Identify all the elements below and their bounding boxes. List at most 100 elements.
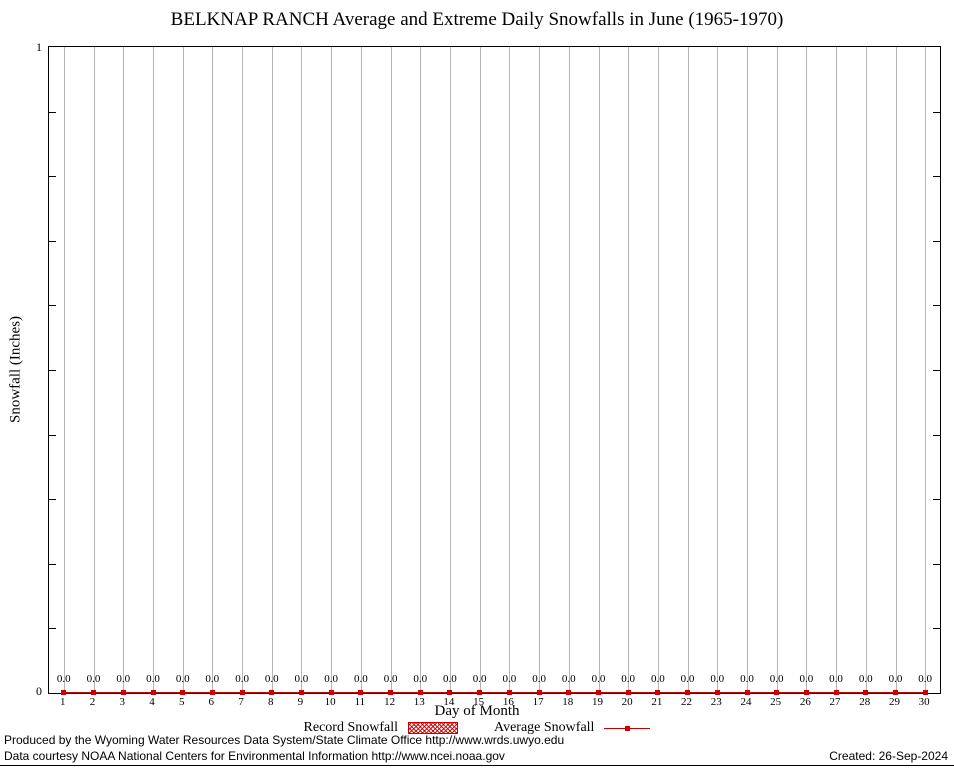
legend: Record Snowfall Average Snowfall bbox=[0, 720, 954, 736]
x-tick-label: 9 bbox=[297, 696, 304, 708]
average-snowfall-point bbox=[269, 690, 275, 695]
record-snowfall-swatch-icon bbox=[408, 722, 459, 734]
gridline bbox=[182, 47, 184, 693]
average-snowfall-point bbox=[91, 690, 96, 695]
average-snowfall-point bbox=[714, 690, 720, 695]
average-snowfall-point bbox=[477, 690, 483, 695]
x-tick-label: 12 bbox=[384, 696, 396, 708]
value-label: 0.0 bbox=[205, 673, 220, 685]
value-label: 0.0 bbox=[294, 673, 309, 685]
average-snowfall-point bbox=[833, 690, 839, 695]
gridline bbox=[806, 47, 808, 693]
average-snowfall-point bbox=[596, 690, 601, 695]
y-minor-tick bbox=[49, 434, 56, 436]
gridline bbox=[479, 47, 481, 693]
value-label: 0.0 bbox=[858, 673, 873, 685]
average-snowfall-point bbox=[417, 690, 423, 695]
value-label: 0.0 bbox=[235, 673, 249, 685]
value-label: 0.0 bbox=[888, 673, 903, 685]
average-snowfall-point bbox=[536, 690, 542, 695]
y-minor-tick bbox=[49, 240, 56, 242]
average-snowfall-point bbox=[566, 690, 572, 695]
average-snowfall-point bbox=[239, 690, 245, 695]
gridline bbox=[93, 47, 95, 693]
gridline bbox=[271, 47, 273, 693]
y-minor-tick bbox=[49, 563, 56, 565]
x-tick-label: 25 bbox=[770, 696, 782, 708]
average-snowfall-point bbox=[358, 690, 364, 695]
value-label: 0.0 bbox=[146, 673, 160, 685]
average-snowfall-point bbox=[328, 690, 334, 695]
plot-area: 0.0 0.0 0.0 0.0 0.0 0.0 0.0 0.0 0.0 0.0 0.0 0.0 0.0 0… bbox=[48, 46, 941, 695]
y-minor-tick bbox=[49, 628, 56, 630]
gridline bbox=[509, 47, 511, 693]
x-tick-label: 22 bbox=[681, 696, 692, 708]
x-tick-label: 1 bbox=[60, 696, 66, 708]
value-label: 0.0 bbox=[799, 673, 814, 685]
value-label: 0.0 bbox=[502, 673, 517, 685]
gridline bbox=[331, 47, 333, 693]
value-label: 0.0 bbox=[175, 673, 190, 685]
x-tick-label: 15 bbox=[473, 696, 485, 708]
gridline bbox=[568, 47, 570, 693]
value-label: 0.0 bbox=[710, 673, 725, 685]
footer-data-courtesy: Data courtesy NOAA National Centers for … bbox=[4, 749, 505, 763]
y-minor-tick bbox=[49, 305, 56, 307]
y-minor-tick bbox=[933, 434, 940, 436]
gridline bbox=[301, 47, 303, 693]
footer-created-date: Created: 26-Sep-2024 bbox=[829, 749, 948, 763]
gridline bbox=[212, 47, 214, 693]
gridline bbox=[657, 47, 659, 693]
value-label: 0.0 bbox=[443, 673, 457, 685]
value-label: 0.0 bbox=[383, 673, 398, 685]
average-snowfall-line bbox=[63, 692, 926, 693]
value-label: 0.0 bbox=[532, 673, 546, 685]
value-label: 0.0 bbox=[86, 673, 101, 685]
gridline bbox=[598, 47, 600, 693]
average-snowfall-point bbox=[774, 690, 780, 695]
y-minor-tick bbox=[933, 111, 940, 113]
y-tick-label-min: 0 bbox=[36, 684, 42, 698]
value-label: 0.0 bbox=[621, 673, 635, 685]
average-snowfall-point bbox=[388, 690, 394, 695]
average-snowfall-sample-icon bbox=[604, 723, 651, 734]
average-snowfall-point bbox=[150, 690, 156, 695]
average-snowfall-point bbox=[744, 690, 750, 695]
gridline bbox=[390, 47, 392, 693]
x-tick-label: 16 bbox=[502, 696, 514, 708]
average-snowfall-point bbox=[922, 690, 928, 695]
x-tick-label: 27 bbox=[829, 696, 841, 708]
x-tick-label: 23 bbox=[710, 696, 722, 708]
y-minor-tick bbox=[933, 240, 940, 242]
x-tick-label: 14 bbox=[443, 696, 455, 708]
x-tick-label: 11 bbox=[354, 696, 366, 708]
average-snowfall-point bbox=[209, 690, 215, 695]
y-minor-tick bbox=[933, 563, 940, 565]
x-tick-labels: 1 2 3 4 5 6 7 8 9 10 11 12 13 14 15 16 17 18 19 20 21 22 23 24 2… bbox=[48, 696, 939, 708]
x-tick-label: 8 bbox=[268, 696, 274, 708]
legend-label-record: Record Snowfall bbox=[303, 720, 399, 735]
bottom-rule bbox=[0, 765, 954, 766]
average-snowfall-point bbox=[655, 690, 661, 695]
y-minor-tick bbox=[933, 305, 940, 307]
value-label: 0.0 bbox=[56, 673, 71, 685]
x-tick-label: 13 bbox=[413, 696, 425, 708]
value-label: 0.0 bbox=[651, 673, 665, 685]
average-snowfall-point bbox=[803, 690, 809, 695]
value-label: 0.0 bbox=[769, 673, 784, 685]
value-label: 0.0 bbox=[591, 673, 606, 685]
x-tick-label: 6 bbox=[208, 696, 215, 708]
gridline bbox=[717, 47, 719, 693]
gridline bbox=[63, 47, 65, 693]
x-tick-label: 28 bbox=[859, 696, 871, 708]
value-label: 0.0 bbox=[472, 673, 487, 685]
x-tick-label: 18 bbox=[562, 696, 574, 708]
average-snowfall-point bbox=[506, 690, 512, 695]
value-label: 0.0 bbox=[354, 673, 368, 685]
y-minor-tick bbox=[49, 111, 56, 113]
y-tick-label-max: 1 bbox=[36, 40, 42, 54]
x-tick-label: 7 bbox=[238, 696, 244, 708]
average-snowfall-point bbox=[625, 690, 631, 695]
value-label: 0.0 bbox=[324, 673, 338, 685]
